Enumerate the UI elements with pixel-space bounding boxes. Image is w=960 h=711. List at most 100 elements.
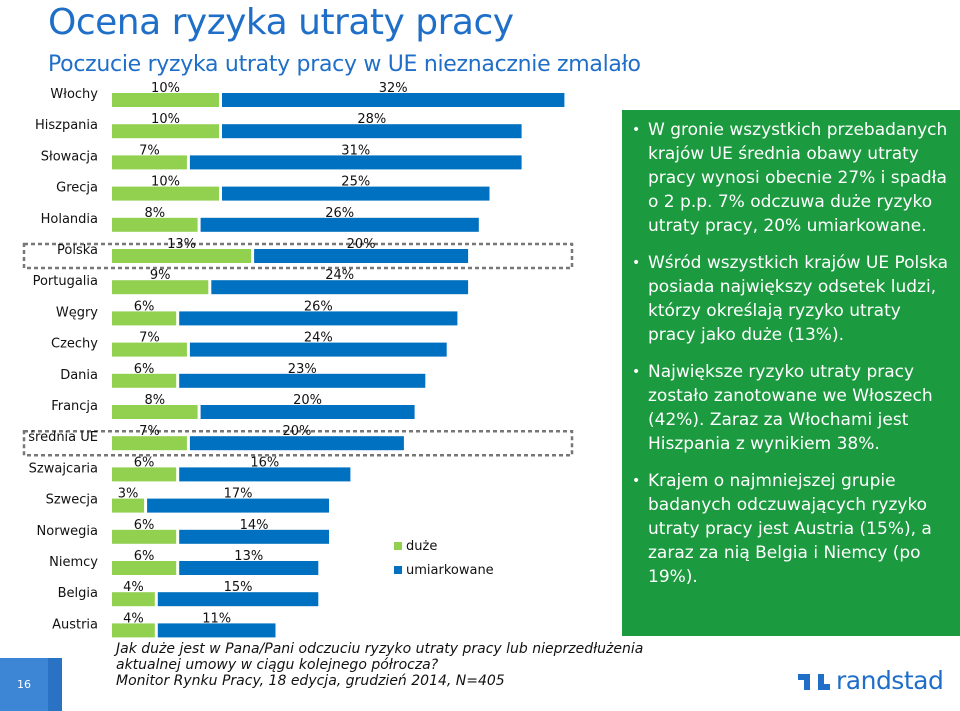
bar-duze <box>112 405 198 419</box>
summary-panel: • W gronie wszystkich przebadanych krajów… <box>622 110 960 636</box>
data-label-umiarkowane: 17% <box>224 487 253 502</box>
bar-duze <box>112 498 145 513</box>
bullet-icon: • <box>632 473 641 489</box>
category-label: Szwajcaria <box>29 461 98 476</box>
bar-umiarkowane <box>189 155 522 170</box>
data-label-duze: 6% <box>134 362 155 377</box>
data-label-umiarkowane: 20% <box>282 424 311 439</box>
summary-bullet: • W gronie wszystkich przebadanych krajów… <box>630 118 950 238</box>
data-label-umiarkowane: 32% <box>379 81 408 96</box>
category-label: Hiszpania <box>35 118 98 133</box>
data-label-umiarkowane: 24% <box>325 268 354 283</box>
category-label: Holandia <box>41 212 98 227</box>
category-label: Niemcy <box>49 555 98 570</box>
bar-duze <box>112 93 219 107</box>
data-label-duze: 6% <box>134 299 155 314</box>
summary-bullet: • Wśród wszystkich krajów UE Polska posia… <box>630 251 950 347</box>
data-label-umiarkowane: 15% <box>224 580 253 595</box>
bullet-icon: • <box>632 364 641 380</box>
bar-umiarkowane <box>157 592 319 607</box>
bar-umiarkowane <box>200 405 415 419</box>
bar-umiarkowane <box>179 561 319 575</box>
category-label: średnia UE <box>28 430 98 445</box>
bullet-text: W gronie wszystkich przebadanych krajów … <box>648 120 948 236</box>
data-label-duze: 7% <box>139 143 160 158</box>
category-label: Dania <box>60 368 98 383</box>
highlight-frame <box>22 242 574 270</box>
bar-umiarkowane <box>189 342 447 357</box>
category-label: Belgia <box>58 586 98 601</box>
stacked-bar-chart: Włochy 10% 32% Hiszpania 10% 28% Słowacja 7% 31%… <box>22 81 574 638</box>
data-label-umiarkowane: 28% <box>357 112 386 127</box>
data-label-duze: 10% <box>151 81 180 96</box>
bullet-icon: • <box>632 255 641 271</box>
bar-duze <box>112 217 198 232</box>
category-label: Włochy <box>50 87 98 102</box>
category-label: Szwecja <box>46 493 98 508</box>
survey-footnote: Jak duże jest w Pana/Pani odczuciu ryzyk… <box>116 641 644 689</box>
summary-bullet: • Największe ryzyko utraty pracy zostało … <box>630 360 950 456</box>
bar-duze <box>112 249 252 263</box>
data-label-duze: 8% <box>144 206 165 221</box>
bar-duze <box>112 467 177 482</box>
bar-umiarkowane <box>222 186 490 201</box>
data-label-duze: 4% <box>123 580 144 595</box>
data-label-duze: 6% <box>134 518 155 533</box>
data-label-duze: 10% <box>151 112 180 127</box>
survey-question-line: aktualnej umowy w ciągu kolejnego półroc… <box>116 657 439 673</box>
data-label-umiarkowane: 26% <box>304 299 333 314</box>
data-label-umiarkowane: 20% <box>347 237 376 252</box>
data-label-duze: 4% <box>123 611 144 626</box>
bullet-text: Krajem o najmniejszej grupie badanych od… <box>648 471 932 587</box>
data-label-umiarkowane: 31% <box>341 143 370 158</box>
legend-swatch <box>394 542 402 550</box>
page-number: 16 <box>0 658 48 711</box>
logo-wordmark: randstad <box>836 666 944 695</box>
data-label-duze: 8% <box>144 393 165 408</box>
bar-duze <box>112 592 155 607</box>
data-label-duze: 7% <box>139 331 160 346</box>
legend-swatch <box>394 566 402 574</box>
data-label-umiarkowane: 23% <box>288 362 317 377</box>
bar-umiarkowane <box>189 436 404 451</box>
survey-question-line: Jak duże jest w Pana/Pani odczuciu ryzyk… <box>116 641 644 657</box>
data-label-umiarkowane: 24% <box>304 331 333 346</box>
category-label: Norwegia <box>37 524 98 539</box>
bar-duze <box>112 342 187 357</box>
bar-umiarkowane <box>222 124 522 139</box>
page-subtitle: Poczucie ryzyka utraty pracy w UE niezna… <box>48 52 641 77</box>
bar-umiarkowane <box>157 623 276 638</box>
bullet-icon: • <box>632 122 641 138</box>
category-label: Słowacja <box>41 149 98 164</box>
randstad-logo-icon <box>798 674 830 690</box>
bullet-text: Największe ryzyko utraty pracy zostało z… <box>648 362 933 454</box>
bullet-text: Wśród wszystkich krajów UE Polska posiad… <box>648 253 949 345</box>
bar-umiarkowane <box>179 311 458 326</box>
category-label: Grecja <box>56 181 98 196</box>
bar-umiarkowane <box>179 467 351 482</box>
bar-umiarkowane <box>222 93 565 107</box>
bar-duze <box>112 436 187 451</box>
data-label-umiarkowane: 20% <box>293 393 322 408</box>
bar-umiarkowane <box>254 249 469 263</box>
category-label: Czechy <box>51 337 98 352</box>
data-label-duze: 10% <box>151 175 180 190</box>
data-label-duze: 13% <box>167 237 196 252</box>
bar-duze <box>112 373 177 388</box>
data-label-umiarkowane: 16% <box>250 455 279 470</box>
category-label: Portugalia <box>33 274 98 289</box>
category-label: Francja <box>51 399 98 414</box>
highlight-frame <box>22 429 574 457</box>
data-label-umiarkowane: 25% <box>341 175 370 190</box>
bar-duze <box>112 280 209 295</box>
page-number-badge: 16 <box>0 658 62 711</box>
data-label-duze: 9% <box>150 268 171 283</box>
summary-bullet: • Krajem o najmniejszej grupie badanych o… <box>630 469 950 589</box>
bar-umiarkowane <box>179 373 426 388</box>
data-label-duze: 7% <box>139 424 160 439</box>
legend-label: duże <box>406 539 437 554</box>
data-label-duze: 6% <box>134 455 155 470</box>
legend-label: umiarkowane <box>406 563 494 578</box>
bar-duze <box>112 186 219 201</box>
category-label: Polska <box>57 243 98 258</box>
